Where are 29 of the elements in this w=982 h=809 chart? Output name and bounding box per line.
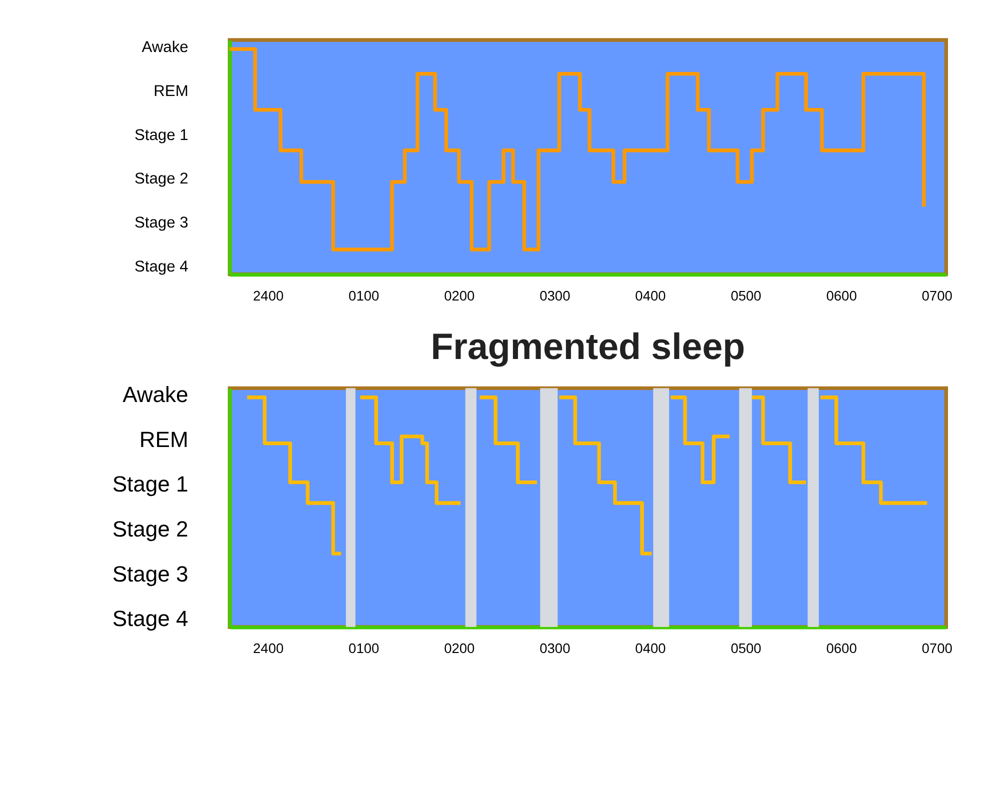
x-tick-label: 0200	[444, 288, 476, 304]
x-tick-label: 0700	[922, 288, 953, 304]
text: Stage 4	[112, 606, 188, 632]
x-tick-label: 0500	[730, 288, 762, 304]
x-tick-label: 0300	[540, 641, 571, 656]
text: Stage 2	[134, 170, 188, 188]
x-tick-label: 0300	[540, 288, 571, 304]
text: REM	[154, 82, 188, 100]
x-tick-label: 2400	[253, 641, 284, 656]
x-tick-label: 0100	[348, 288, 380, 304]
text: Stage 3	[134, 214, 188, 232]
x-tick-label: 0500	[730, 641, 762, 656]
x-tick-label: 0200	[444, 641, 476, 656]
x-tick-label: 0600	[826, 288, 858, 304]
x-tick-label: 0100	[348, 641, 380, 656]
text: REM	[139, 426, 188, 452]
x-tick-label: 0600	[826, 641, 858, 656]
x-tick-label: 0400	[635, 641, 666, 656]
x-tick-label: 0700	[922, 641, 953, 656]
text: Stage 2	[112, 516, 188, 542]
text: Stage 1	[134, 126, 188, 144]
text: Awake	[142, 38, 188, 56]
text: Stage 1	[112, 472, 188, 497]
chart-title: Fragmented sleep	[430, 326, 746, 367]
text: Awake	[122, 382, 188, 407]
text: Stage 4	[134, 258, 189, 276]
x-tick-label: 0400	[635, 288, 666, 304]
x-tick-label: 2400	[253, 288, 284, 304]
text: Stage 3	[112, 561, 188, 586]
